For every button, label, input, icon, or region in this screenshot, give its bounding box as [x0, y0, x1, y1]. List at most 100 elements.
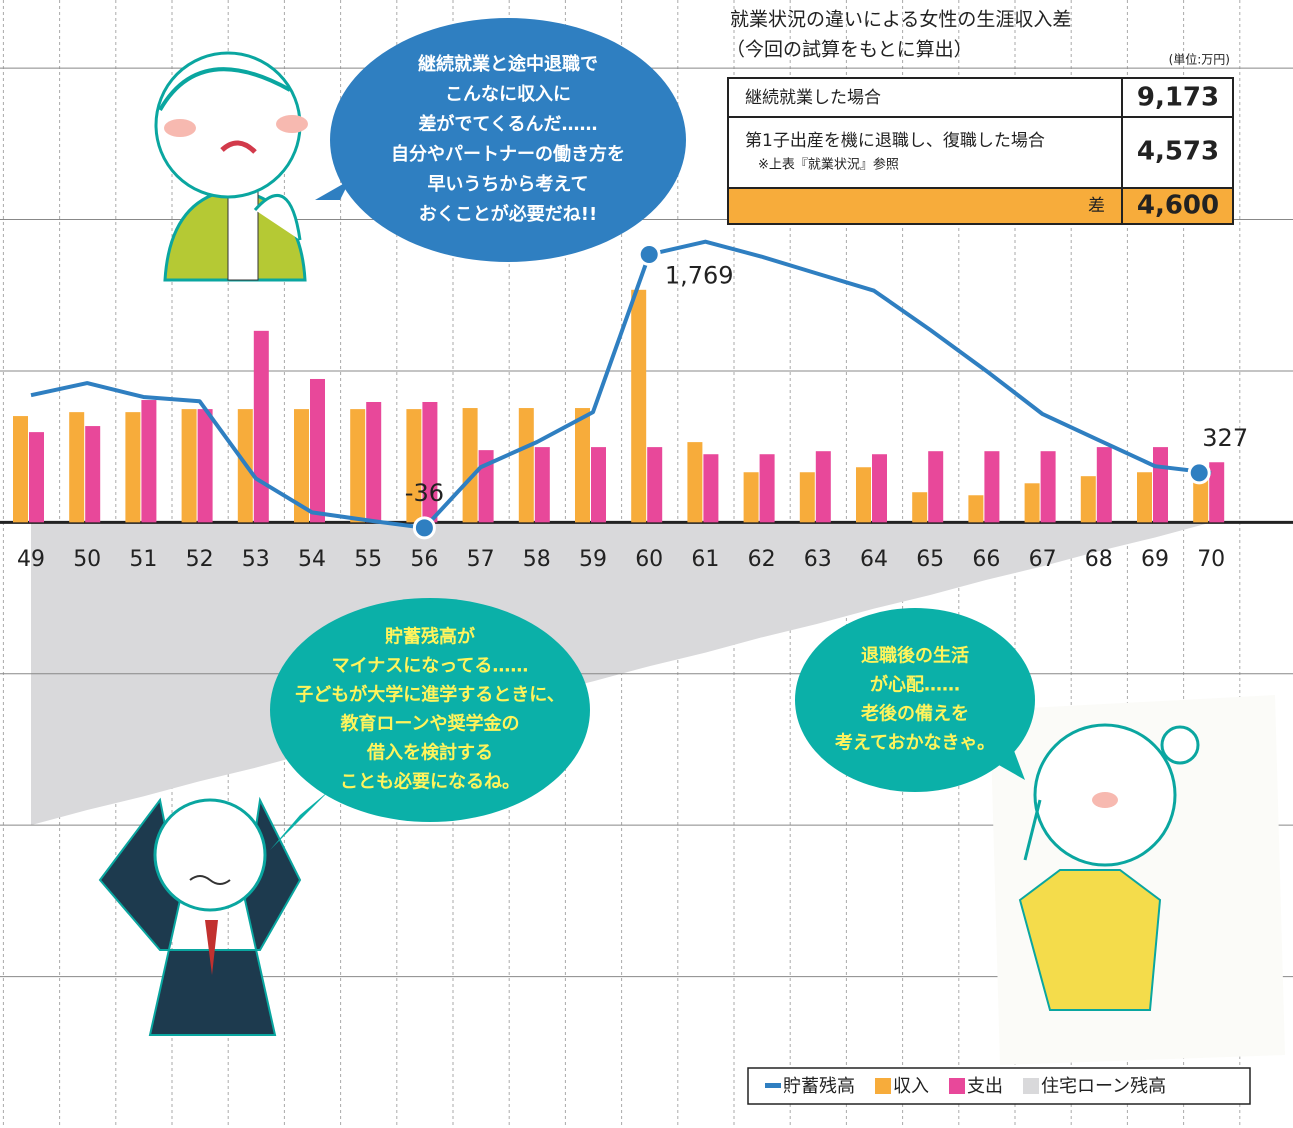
x-tick-label: 51	[129, 547, 157, 572]
bar	[13, 416, 28, 522]
data-point	[414, 518, 434, 538]
bar	[912, 492, 927, 522]
bar	[141, 400, 156, 522]
bar	[29, 432, 44, 522]
bar	[182, 409, 197, 522]
table-subtitle: （今回の試算をもとに算出）	[726, 39, 973, 61]
bubble-text: 継続就業と途中退職で	[418, 53, 598, 75]
bar	[744, 472, 759, 522]
bubble-text: 退職後の生活	[861, 645, 969, 667]
table-cell: 差	[1088, 196, 1105, 216]
x-tick-label: 62	[748, 547, 776, 572]
bar	[856, 467, 871, 522]
legend-label: 住宅ローン残高	[1041, 1076, 1166, 1097]
legend-swatch	[949, 1078, 965, 1094]
x-tick-label: 66	[972, 547, 1000, 572]
bar	[310, 379, 325, 522]
legend-label: 支出	[967, 1076, 1003, 1097]
bar	[703, 454, 718, 522]
bubble-text: 早いうちから考えて	[427, 173, 588, 195]
bubble-text: マイナスになってる……	[332, 656, 529, 677]
bubble-text: 教育ローンや奨学金の	[340, 713, 519, 735]
table-note: ※上表『就業状況』参照	[758, 157, 899, 173]
bar	[519, 408, 534, 522]
bar	[1025, 483, 1040, 522]
bar	[254, 331, 269, 523]
x-tick-label: 58	[523, 547, 551, 572]
x-tick-label: 54	[298, 547, 326, 572]
bubble-text: 老後の備えを	[861, 703, 969, 725]
income-table: 就業状況の違いによる女性の生涯収入差 （今回の試算をもとに算出） (単位:万円)…	[726, 9, 1233, 225]
bar	[631, 290, 646, 523]
bar	[1153, 447, 1168, 522]
bar	[125, 412, 140, 522]
table-cell: 4,600	[1137, 191, 1219, 221]
x-tick-label: 67	[1029, 547, 1057, 572]
legend-swatch	[1023, 1078, 1039, 1094]
bubble-text: が心配……	[870, 674, 960, 696]
infographic: 4950515253545556575859606162636465666768…	[0, 0, 1293, 1128]
table-unit: (単位:万円)	[1169, 52, 1230, 67]
bar	[1137, 472, 1152, 522]
legend-swatch	[875, 1078, 891, 1094]
bar	[69, 412, 84, 522]
x-tick-label: 59	[579, 547, 607, 572]
bubble-text: 自分やパートナーの働き方を	[391, 143, 625, 165]
x-tick-label: 57	[467, 547, 495, 572]
bubble-text: 差がでてくるんだ……	[418, 113, 597, 135]
bar	[1041, 451, 1056, 522]
x-tick-label: 65	[916, 547, 944, 572]
data-label: 1,769	[665, 262, 734, 290]
bar	[816, 451, 831, 522]
table-cell: 継続就業した場合	[745, 88, 881, 108]
bar	[535, 447, 550, 522]
bar	[760, 454, 775, 522]
x-tick-label: 60	[635, 547, 663, 572]
bar	[198, 409, 213, 522]
table-title: 就業状況の違いによる女性の生涯収入差	[730, 9, 1071, 31]
bubble-text: こんなに収入に	[445, 84, 571, 105]
bar	[968, 495, 983, 522]
bar	[366, 402, 381, 522]
data-point	[639, 245, 659, 265]
bubble-text: 貯蓄残高が	[385, 626, 475, 648]
bar	[872, 454, 887, 522]
data-point	[1189, 463, 1209, 483]
bar	[984, 451, 999, 522]
bubble-text: ことも必要になるね。	[340, 771, 520, 793]
x-tick-label: 50	[73, 547, 101, 572]
bar	[647, 447, 662, 522]
bar	[800, 472, 815, 522]
bubble-text: 考えておかなきゃ。	[835, 732, 995, 754]
legend-label: 貯蓄残高	[783, 1076, 855, 1097]
x-tick-label: 69	[1141, 547, 1169, 572]
legend-label: 収入	[893, 1076, 929, 1097]
woman-illustration	[990, 695, 1285, 1065]
table-cell: 9,173	[1137, 83, 1219, 113]
x-tick-label: 53	[242, 547, 270, 572]
bubble-text: 子どもが大学に進学するときに、	[295, 684, 564, 706]
x-tick-label: 49	[17, 547, 45, 572]
bubble-text: おくことが必要だね!!	[419, 203, 597, 225]
x-tick-label: 61	[691, 547, 719, 572]
bar	[687, 442, 702, 522]
x-tick-label: 56	[410, 547, 438, 572]
bar	[1209, 462, 1224, 522]
data-label: 327	[1202, 424, 1248, 452]
bar	[575, 408, 590, 522]
bar	[591, 447, 606, 522]
bar	[350, 409, 365, 522]
man-illustration	[100, 800, 300, 1035]
bar	[463, 408, 478, 522]
table-cell: 4,573	[1137, 137, 1219, 167]
x-tick-label: 68	[1085, 547, 1113, 572]
bubble-text: 借入を検討する	[366, 742, 493, 764]
bar	[1097, 447, 1112, 522]
legend: 貯蓄残高 収入 支出 住宅ローン残高	[748, 1068, 1250, 1104]
boy-illustration	[156, 53, 308, 280]
bar	[928, 451, 943, 522]
x-tick-label: 52	[186, 547, 214, 572]
data-label: -36	[405, 479, 444, 507]
x-tick-label: 70	[1197, 547, 1225, 572]
x-tick-label: 55	[354, 547, 382, 572]
